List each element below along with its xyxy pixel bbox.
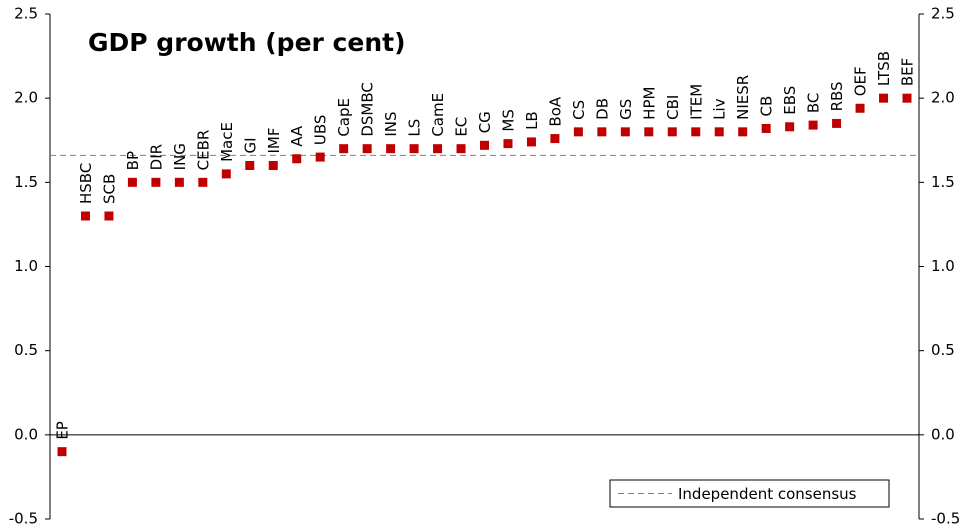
point-label: GI <box>241 137 259 153</box>
marker <box>362 144 372 154</box>
point-label: BoA <box>546 96 564 126</box>
point-label: BC <box>805 93 823 114</box>
point-label: GS <box>617 99 635 120</box>
marker <box>902 93 912 103</box>
marker <box>879 93 889 103</box>
point-label: UBS <box>312 115 330 146</box>
point-label: HSBC <box>77 163 95 204</box>
point-label: CS <box>570 100 588 120</box>
y2-tick-label: 1.0 <box>931 257 955 275</box>
marker <box>597 127 607 137</box>
marker <box>127 177 137 187</box>
marker <box>221 169 231 179</box>
point-label: DSMBC <box>359 82 377 137</box>
marker <box>855 103 865 113</box>
y2-tick-label: 2.5 <box>931 5 955 23</box>
marker <box>409 144 419 154</box>
point-label: HPM <box>640 87 658 120</box>
chart-title: GDP growth (per cent) <box>88 28 406 57</box>
marker <box>832 118 842 128</box>
marker <box>738 127 748 137</box>
marker <box>456 144 466 154</box>
point-label: INS <box>382 111 400 136</box>
marker <box>80 211 90 221</box>
marker <box>620 127 630 137</box>
point-label: LB <box>523 111 541 130</box>
marker <box>503 139 513 149</box>
point-label: RBS <box>828 81 846 111</box>
marker <box>315 152 325 162</box>
y-tick-label: 1.0 <box>14 257 38 275</box>
marker <box>714 127 724 137</box>
marker <box>245 161 255 170</box>
point-label: ITEM <box>687 84 705 120</box>
point-label: NIESR <box>734 75 752 120</box>
y2-tick-label: 0.5 <box>931 341 955 359</box>
point-label: EC <box>453 117 471 137</box>
marker <box>526 137 536 147</box>
marker <box>761 123 771 133</box>
marker <box>268 161 278 170</box>
y-tick-label: 2.0 <box>14 89 38 107</box>
y-tick-label: -0.5 <box>9 510 38 528</box>
point-label: CamE <box>429 93 447 137</box>
point-label: BP <box>124 151 142 170</box>
y2-tick-label: 1.5 <box>931 173 955 191</box>
point-label: CEBR <box>194 130 212 171</box>
point-label: LTSB <box>875 51 893 86</box>
point-label: CBI <box>664 95 682 120</box>
marker <box>57 447 67 457</box>
marker <box>151 177 161 187</box>
point-label: ING <box>171 143 189 170</box>
point-label: IMF <box>265 128 283 154</box>
marker <box>339 144 349 154</box>
point-label: AA <box>288 125 306 147</box>
point-label: SCB <box>100 174 118 204</box>
marker <box>480 140 489 150</box>
marker <box>104 211 114 221</box>
point-label: CB <box>758 96 776 117</box>
y2-tick-label: 0.0 <box>931 425 955 443</box>
marker <box>174 177 184 187</box>
y-tick-label: 2.5 <box>14 5 38 23</box>
marker <box>667 127 677 137</box>
point-label: CG <box>476 111 494 133</box>
marker <box>644 127 654 137</box>
point-label: BEF <box>899 58 917 86</box>
y-tick-label: 0.0 <box>14 425 38 443</box>
point-label: OEF <box>852 66 870 96</box>
point-label: EBS <box>781 86 799 115</box>
y2-tick-label: 2.0 <box>931 89 955 107</box>
marker <box>808 120 818 130</box>
y-tick-label: 0.5 <box>14 341 38 359</box>
marker <box>550 134 560 144</box>
point-label: Liv <box>711 98 729 120</box>
point-label: EP <box>54 421 72 440</box>
marker <box>198 177 208 187</box>
legend-label: Independent consensus <box>678 485 857 503</box>
point-label: MacE <box>218 122 236 162</box>
legend-box <box>609 479 890 508</box>
point-label: MS <box>499 109 517 131</box>
point-label: DB <box>593 98 611 120</box>
marker <box>292 154 302 164</box>
y2-tick-label: -0.5 <box>931 510 960 528</box>
marker <box>386 144 396 154</box>
marker <box>785 122 795 132</box>
point-label: CapE <box>335 98 353 137</box>
marker <box>573 127 583 137</box>
marker <box>691 127 701 137</box>
marker <box>433 144 443 154</box>
point-label: DIR <box>147 144 165 170</box>
y-tick-label: 1.5 <box>14 173 38 191</box>
point-label: LS <box>406 119 424 137</box>
